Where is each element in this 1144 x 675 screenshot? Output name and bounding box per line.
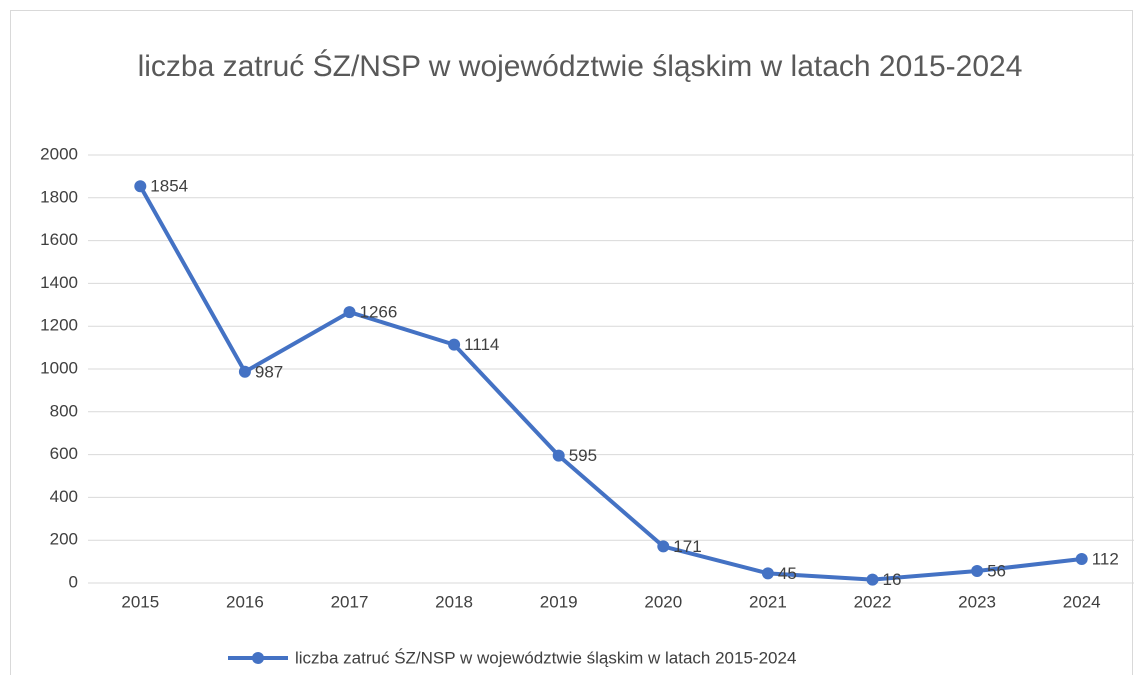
series-line [138, 185, 1082, 582]
data-point [657, 540, 670, 553]
x-tick-label: 2018 [435, 592, 473, 611]
x-tick-label: 2023 [958, 592, 996, 611]
x-tick-label: 2016 [226, 592, 264, 611]
chart-title: liczba zatruć ŚZ/NSP w województwie śląs… [137, 50, 1023, 83]
data-point [343, 306, 356, 319]
data-label: 45 [778, 564, 797, 583]
data-label: 1854 [150, 177, 188, 196]
legend-marker [252, 652, 264, 664]
data-label: 171 [673, 537, 701, 556]
y-tick-label: 0 [69, 572, 78, 591]
chart-frame [10, 10, 1133, 675]
data-label: 595 [569, 446, 597, 465]
y-tick-label: 2000 [40, 144, 78, 163]
data-point [134, 180, 147, 193]
y-tick-label: 1800 [40, 187, 78, 206]
x-tick-label: 2020 [644, 592, 682, 611]
data-label: 56 [987, 562, 1006, 581]
x-tick-label: 2015 [121, 592, 159, 611]
y-tick-label: 400 [50, 487, 78, 506]
data-label: 1114 [464, 335, 499, 354]
data-point [971, 565, 984, 578]
x-tick-label: 2017 [331, 592, 369, 611]
y-tick-label: 1000 [40, 358, 78, 377]
data-point [238, 365, 251, 378]
y-tick-label: 800 [50, 401, 78, 420]
data-point [552, 449, 565, 462]
legend-label: liczba zatruć ŚZ/NSP w województwie śląs… [295, 648, 796, 667]
data-label: 16 [883, 570, 902, 589]
data-point [761, 567, 774, 580]
y-tick-label: 200 [50, 530, 78, 549]
x-tick-label: 2024 [1063, 592, 1101, 611]
x-tick-label: 2021 [749, 592, 787, 611]
data-label: 987 [255, 362, 283, 381]
y-tick-label: 1200 [40, 316, 78, 335]
x-tick-label: 2022 [854, 592, 892, 611]
data-label: 1266 [360, 303, 398, 322]
y-tick-label: 1400 [40, 273, 78, 292]
y-tick-label: 600 [50, 444, 78, 463]
x-tick-label: 2019 [540, 592, 578, 611]
data-point [866, 573, 879, 586]
data-label: 112 [1092, 550, 1119, 569]
data-point [448, 338, 461, 351]
data-point [1075, 553, 1088, 566]
y-tick-label: 1600 [40, 230, 78, 249]
